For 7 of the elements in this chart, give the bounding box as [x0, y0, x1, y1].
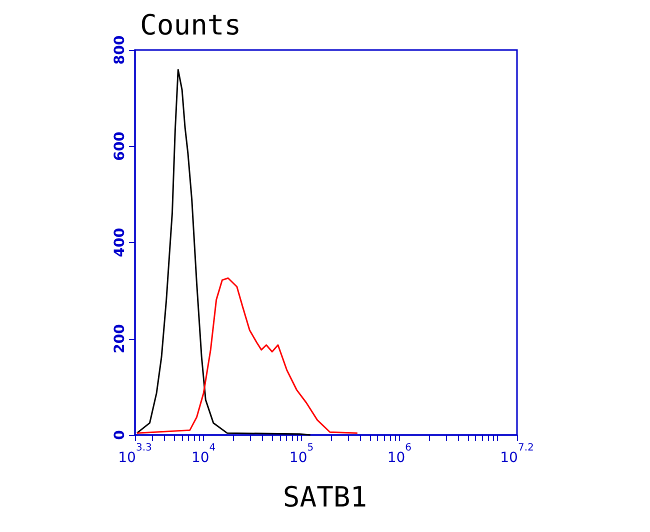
y-tick-label: 400: [112, 228, 128, 258]
y-tick-label: 800: [112, 35, 128, 65]
x-axis-title: SATB1: [282, 480, 368, 514]
y-tick-label: 0: [112, 430, 128, 440]
y-axis-title: Counts: [140, 8, 242, 42]
y-tick-label: 600: [112, 131, 128, 161]
y-tick-label: 200: [112, 324, 128, 354]
